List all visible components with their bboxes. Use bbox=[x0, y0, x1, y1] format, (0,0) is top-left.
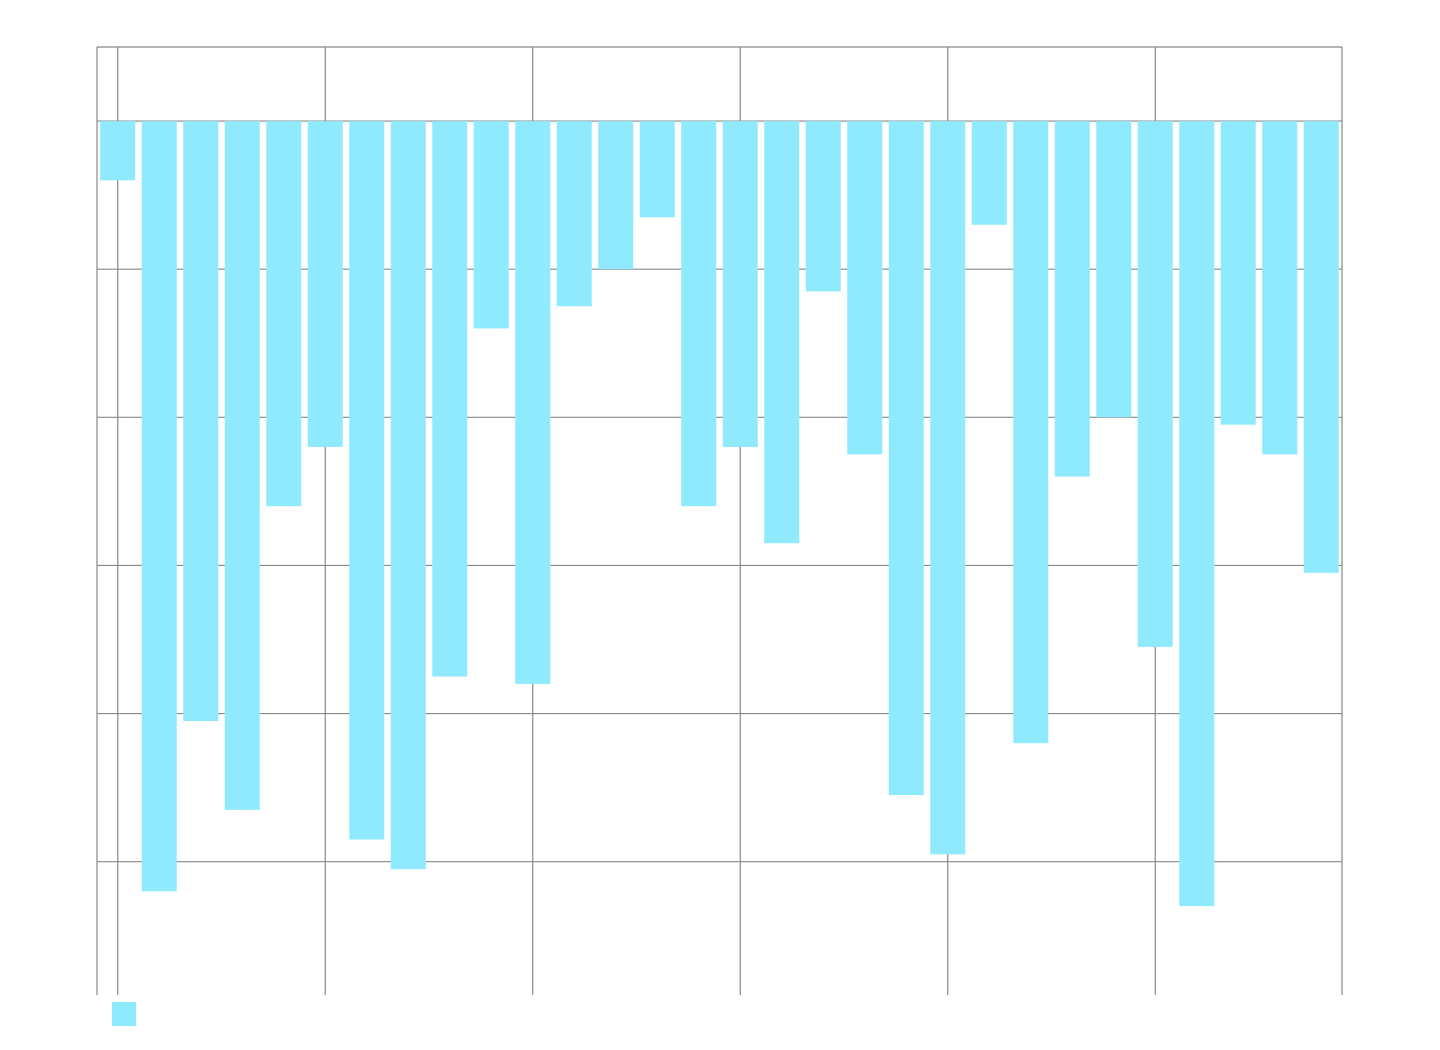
bar bbox=[349, 121, 385, 840]
bar bbox=[307, 121, 343, 447]
bar bbox=[183, 121, 219, 721]
bar bbox=[930, 121, 966, 855]
bar bbox=[224, 121, 260, 810]
bar bbox=[1137, 121, 1173, 647]
bar bbox=[100, 121, 136, 181]
bar bbox=[1179, 121, 1215, 907]
bar bbox=[1054, 121, 1090, 477]
bar bbox=[141, 121, 177, 892]
bar bbox=[598, 121, 634, 270]
bar bbox=[556, 121, 592, 307]
bar bbox=[971, 121, 1007, 225]
bar bbox=[432, 121, 468, 677]
bar bbox=[473, 121, 509, 329]
legend-swatch bbox=[112, 1002, 136, 1026]
bar bbox=[681, 121, 717, 507]
bar bbox=[1096, 121, 1132, 418]
bar bbox=[515, 121, 551, 684]
bar bbox=[847, 121, 883, 455]
bar bbox=[1220, 121, 1256, 425]
bar bbox=[764, 121, 800, 544]
bar bbox=[1303, 121, 1339, 573]
bar bbox=[722, 121, 758, 447]
bar bbox=[266, 121, 302, 507]
bar bbox=[1013, 121, 1049, 744]
bar bbox=[1262, 121, 1298, 455]
bar bbox=[805, 121, 841, 292]
bar bbox=[390, 121, 426, 870]
bar bbox=[888, 121, 924, 796]
bar bbox=[639, 121, 675, 218]
